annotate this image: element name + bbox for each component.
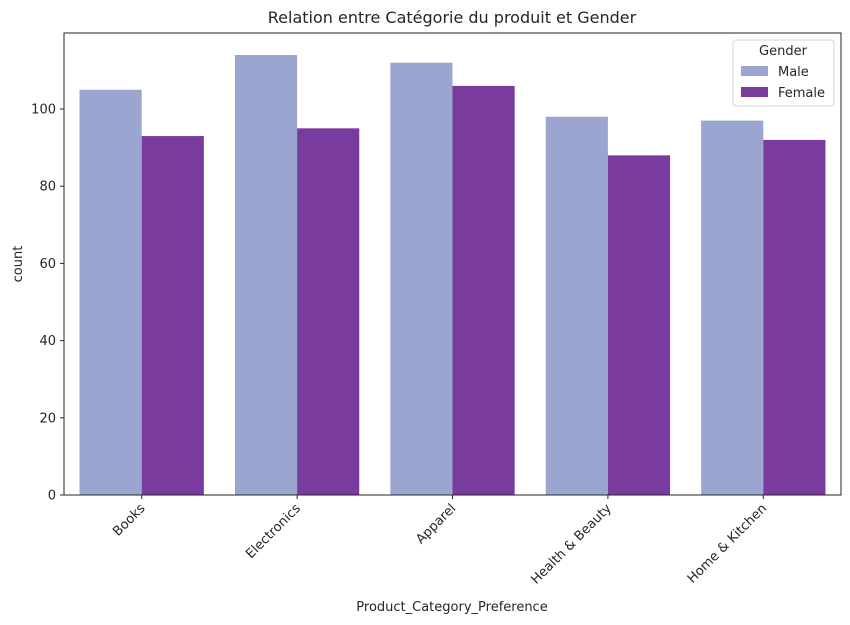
- y-tick-label: 0: [48, 489, 56, 504]
- bar-female-1: [297, 128, 360, 495]
- x-tick-label: Home & Kitchen: [685, 501, 770, 586]
- y-tick-label: 60: [39, 257, 56, 272]
- legend-label-female: Female: [778, 86, 825, 101]
- x-tick-label: Books: [110, 501, 148, 539]
- x-tick-label: Electronics: [243, 501, 304, 562]
- bar-female-3: [607, 155, 671, 495]
- bar-male-2: [390, 62, 453, 495]
- bar-female-2: [452, 85, 515, 495]
- plot-frame: [63, 32, 842, 496]
- legend-title: Gender: [759, 44, 808, 59]
- x-tick-label: Health & Beauty: [528, 501, 614, 587]
- y-axis-label: count: [11, 246, 26, 283]
- x-tick-label: Apparel: [413, 501, 459, 547]
- y-tick-label: 100: [31, 103, 56, 118]
- bar-male-1: [234, 55, 298, 495]
- legend: Gender Male Female: [732, 39, 835, 107]
- legend-label-male: Male: [778, 65, 809, 80]
- y-tick-label: 20: [39, 411, 56, 426]
- y-axis: 0 20 40 60 80 100: [31, 103, 64, 504]
- bar-male-0: [79, 89, 142, 496]
- bars-layer: [79, 55, 826, 496]
- bar-female-0: [141, 136, 204, 496]
- x-axis-label: Product_Category_Preference: [356, 600, 547, 615]
- y-tick-label: 40: [39, 334, 56, 349]
- bar-male-4: [701, 120, 764, 496]
- y-tick-label: 80: [39, 180, 56, 195]
- legend-swatch-female: [741, 87, 768, 97]
- x-axis: Books Electronics Apparel Health & Beauty Ho…: [110, 495, 770, 587]
- legend-swatch-male: [741, 66, 768, 76]
- bar-male-3: [545, 116, 608, 495]
- bar-female-4: [763, 139, 826, 495]
- chart-title: Relation entre Catégorie du produit et G…: [268, 8, 637, 27]
